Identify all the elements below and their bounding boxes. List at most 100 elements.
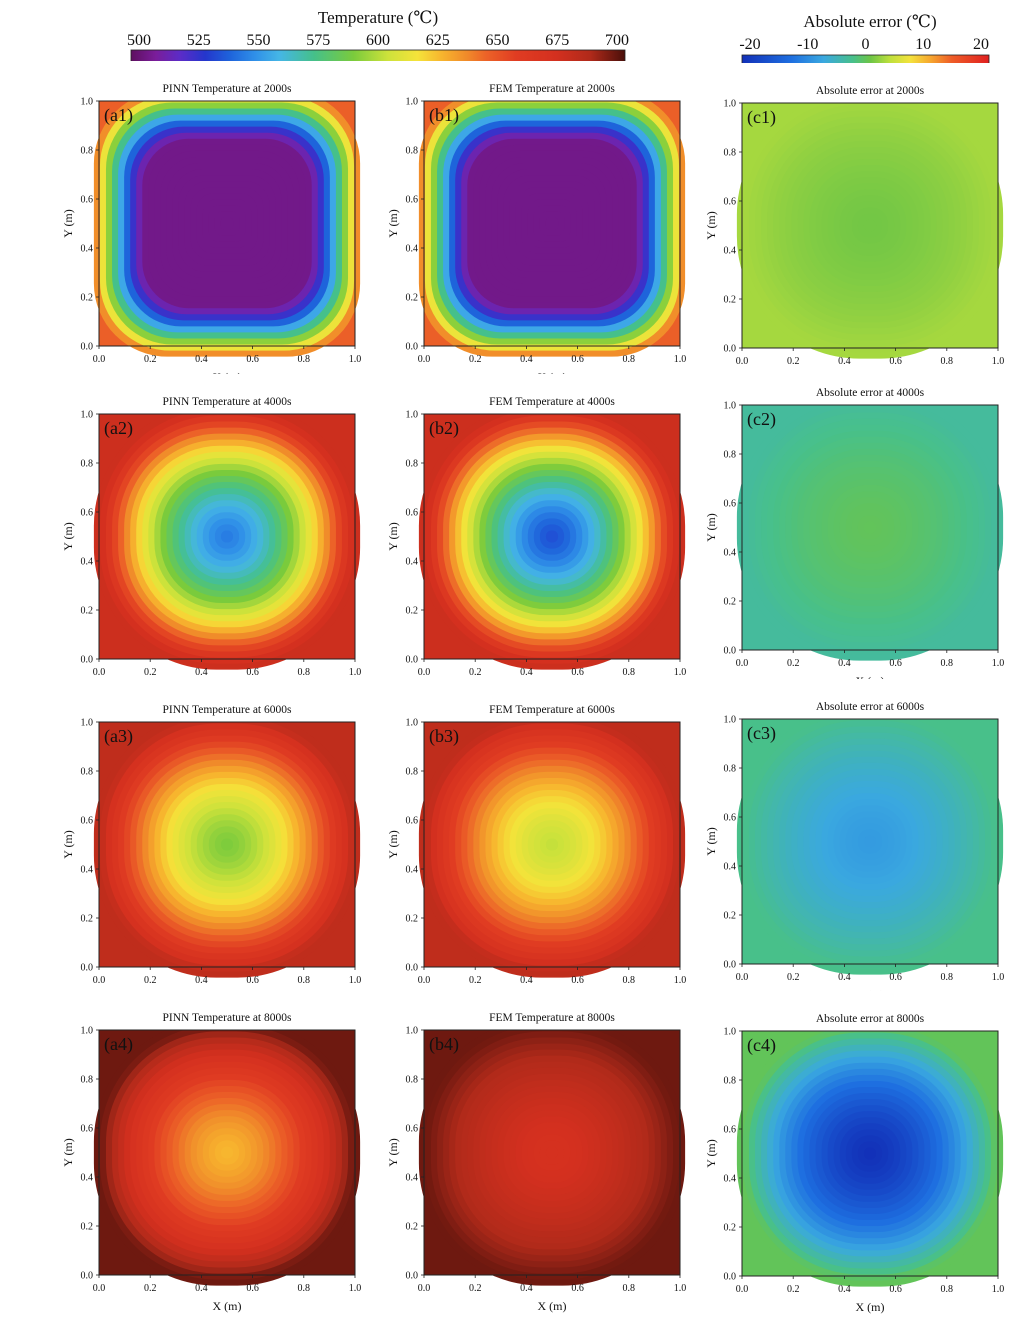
y-tick-label: 0.4: [406, 1173, 419, 1184]
y-tick-label: 0.6: [406, 1124, 419, 1135]
x-tick-label: 1.0: [349, 975, 362, 986]
x-tick-label: 0.6: [889, 1284, 902, 1295]
panel-title: PINN Temperature at 6000s: [163, 704, 292, 716]
error-colorbar-tick: 20: [973, 36, 989, 53]
x-tick-label: 0.0: [418, 1283, 431, 1294]
panel-label: (a4): [104, 1034, 133, 1055]
x-tick-label: 0.8: [298, 354, 311, 365]
x-tick-label: 0.8: [941, 972, 954, 983]
x-tick-label: 0.4: [195, 667, 208, 678]
panel-title: Absolute error at 4000s: [816, 387, 925, 399]
mask: [702, 365, 1032, 405]
error-colorbar-tick: -10: [797, 36, 818, 53]
plot-frame: [741, 404, 999, 651]
x-axis-label: X (m): [856, 1300, 885, 1314]
x-tick-label: 0.8: [623, 975, 636, 986]
mask: [384, 61, 720, 101]
y-axis-label: Y (m): [61, 830, 75, 859]
y-tick-label: 0.4: [406, 244, 419, 255]
panel-title: Absolute error at 2000s: [816, 85, 925, 97]
panels: (a1)PINN Temperature at 2000s0.00.00.20.…: [59, 61, 1032, 1314]
y-tick-label: 1.0: [406, 410, 419, 421]
panel-label: (b1): [429, 105, 459, 126]
y-axis-label: Y (m): [61, 1138, 75, 1167]
temperature-colorbar-tick: 675: [545, 32, 569, 49]
panel-title: PINN Temperature at 8000s: [163, 1012, 292, 1024]
panel-title: FEM Temperature at 6000s: [489, 704, 615, 716]
y-tick-label: 0.4: [81, 557, 94, 568]
y-axis-label: Y (m): [61, 209, 75, 238]
y-tick-label: 0.2: [81, 914, 94, 925]
plot-frame: [423, 721, 681, 968]
y-tick-label: 0.2: [81, 606, 94, 617]
contour-band: [220, 1146, 234, 1159]
x-tick-label: 0.0: [93, 975, 106, 986]
y-tick-label: 0.4: [81, 865, 94, 876]
x-tick-label: 1.0: [992, 1284, 1005, 1295]
mask: [384, 374, 720, 414]
y-tick-label: 0.8: [724, 1076, 737, 1087]
x-tick-label: 0.0: [736, 658, 749, 669]
y-tick-label: 0.6: [724, 813, 737, 824]
y-tick-label: 1.0: [81, 1026, 94, 1037]
x-tick-label: 0.2: [469, 975, 482, 986]
panel-label: (a2): [104, 418, 133, 439]
y-tick-label: 0.2: [724, 911, 737, 922]
x-tick-label: 0.8: [298, 667, 311, 678]
x-tick-label: 0.4: [838, 356, 851, 367]
y-tick-label: 1.0: [81, 718, 94, 729]
temperature-colorbar-tick: 600: [366, 32, 390, 49]
x-tick-label: 0.6: [571, 975, 584, 986]
x-tick-label: 0.4: [195, 354, 208, 365]
plot-frame: [423, 1029, 681, 1276]
contour-band: [863, 521, 877, 534]
contour-band: [545, 217, 559, 230]
temperature-colorbar-tick: 500: [127, 32, 151, 49]
y-tick-label: 0.4: [724, 246, 737, 257]
temperature-colorbar-tick: 625: [426, 32, 450, 49]
y-tick-label: 0.8: [724, 148, 737, 159]
y-tick-label: 1.0: [406, 718, 419, 729]
panel-c1: (c1) Absolute error at 2000s 0.00.0 0.2 0.2 0…: [702, 63, 1032, 386]
x-tick-label: 0.2: [144, 667, 157, 678]
y-tick-label: 0.4: [724, 862, 737, 873]
panel-label: (a3): [104, 726, 133, 747]
panel-label: (c2): [747, 409, 776, 430]
y-axis-label: Y (m): [704, 513, 718, 542]
y-tick-label: 0.8: [81, 459, 94, 470]
y-tick-label: 1.0: [406, 97, 419, 108]
panel-label: (b3): [429, 726, 459, 747]
panel-label: (c3): [747, 723, 776, 744]
contour-band: [220, 838, 234, 851]
x-tick-label: 0.4: [195, 975, 208, 986]
panel-label: (b2): [429, 418, 459, 439]
y-tick-label: 0.2: [81, 1222, 94, 1233]
x-tick-label: 0.2: [144, 354, 157, 365]
panel-title: FEM Temperature at 8000s: [489, 1012, 615, 1024]
x-tick-label: 0.4: [520, 667, 533, 678]
panel-label: (a1): [104, 105, 133, 126]
x-tick-label: 1.0: [992, 972, 1005, 983]
plot-frame: [423, 100, 681, 347]
y-tick-label: 0.2: [406, 293, 419, 304]
y-tick-label: 0.0: [406, 1271, 419, 1282]
x-tick-label: 0.4: [838, 658, 851, 669]
contour-band: [545, 530, 559, 543]
x-tick-label: 0.4: [520, 975, 533, 986]
panel-title: Absolute error at 8000s: [816, 1013, 925, 1025]
x-tick-label: 0.0: [736, 972, 749, 983]
panel-a2: (a2) PINN Temperature at 4000s 0.00.0 0.2 0.…: [59, 374, 395, 697]
y-axis-label: Y (m): [704, 1139, 718, 1168]
error-colorbar: Absolute error (℃) -20 -10 0 10 20: [739, 12, 990, 72]
panel-label: (b4): [429, 1034, 459, 1055]
x-tick-label: 0.6: [889, 972, 902, 983]
plot-frame: [741, 718, 999, 965]
x-tick-label: 0.2: [144, 975, 157, 986]
x-tick-label: 0.6: [571, 1283, 584, 1294]
contour-band: [545, 838, 559, 851]
mask: [59, 374, 395, 414]
x-tick-label: 0.2: [787, 658, 800, 669]
x-tick-label: 0.6: [889, 658, 902, 669]
x-tick-label: 0.0: [93, 667, 106, 678]
